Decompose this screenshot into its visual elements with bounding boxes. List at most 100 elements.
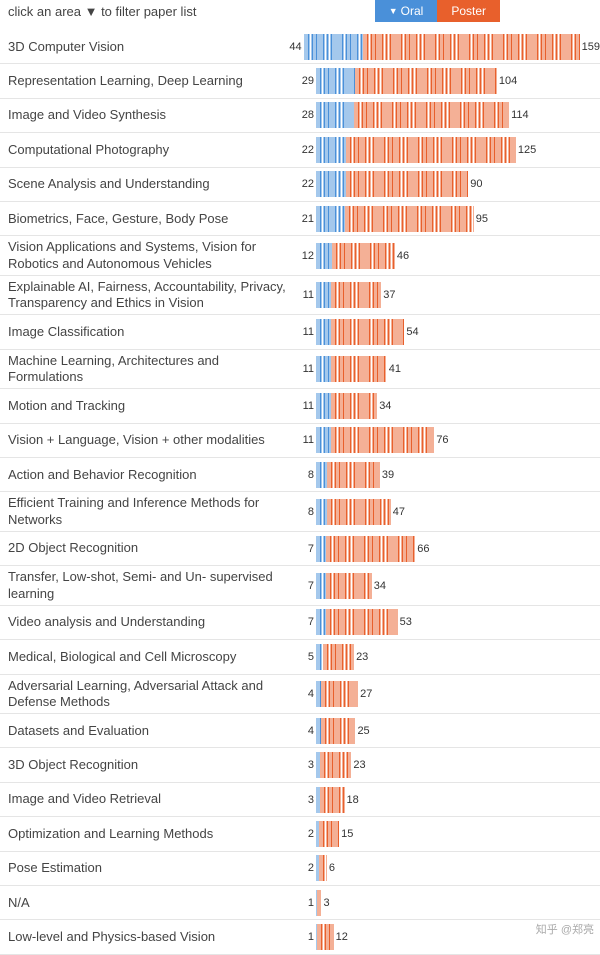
poster-count: 37 — [383, 289, 395, 301]
row-label[interactable]: Scene Analysis and Understanding — [0, 173, 300, 195]
oral-count: 8 — [300, 506, 314, 518]
oral-stripes — [316, 499, 327, 525]
oral-stripes — [316, 609, 326, 635]
poster-stripes — [317, 890, 321, 916]
row-bars: 44 159 — [288, 33, 600, 61]
chart-row: 2D Object Recognition766 — [0, 532, 600, 566]
chart-row: Datasets and Evaluation425 — [0, 714, 600, 748]
row-label[interactable]: Explainable AI, Fairness, Accountability… — [0, 276, 300, 315]
row-label[interactable]: Optimization and Learning Methods — [0, 823, 300, 845]
oral-count: 2 — [300, 828, 314, 840]
chart-row: 3D Computer Vision44 159 — [0, 30, 600, 64]
row-bars: 323 — [300, 751, 600, 779]
poster-stripes — [345, 206, 474, 232]
chart-row: Low-level and Physics-based Vision112 — [0, 920, 600, 954]
chart-row: Image and Video Retrieval318 — [0, 783, 600, 817]
poster-stripes — [320, 752, 351, 778]
row-label[interactable]: 2D Object Recognition — [0, 537, 300, 559]
row-bars: 318 — [300, 786, 600, 814]
legend: ▼ Oral Poster — [375, 0, 500, 22]
chart-row: Optimization and Learning Methods2 15 — [0, 817, 600, 851]
poster-stripes — [327, 499, 391, 525]
legend-poster-button[interactable]: Poster — [437, 0, 500, 22]
oral-count: 11 — [300, 400, 314, 412]
row-label[interactable]: N/A — [0, 892, 300, 914]
oral-count: 4 — [300, 688, 314, 700]
poster-count: 3 — [323, 897, 329, 909]
poster-stripes — [346, 137, 516, 163]
poster-count: 46 — [397, 250, 409, 262]
row-bars: 2 15 — [300, 820, 600, 848]
row-bars: 11 34 — [300, 392, 600, 420]
poster-stripes — [319, 821, 339, 847]
chart-row: Pose Estimation26 — [0, 852, 600, 886]
poster-count: 34 — [379, 400, 391, 412]
row-label[interactable]: Computational Photography — [0, 139, 300, 161]
row-label[interactable]: Low-level and Physics-based Vision — [0, 926, 300, 948]
row-label[interactable]: Transfer, Low-shot, Semi- and Un- superv… — [0, 566, 300, 605]
poster-stripes — [319, 855, 327, 881]
oral-stripes — [316, 137, 346, 163]
row-label[interactable]: Vision + Language, Vision + other modali… — [0, 429, 300, 451]
oral-count: 29 — [300, 75, 314, 87]
row-bars: 2195 — [300, 205, 600, 233]
oral-count: 11 — [300, 434, 314, 446]
row-bars: 847 — [300, 498, 600, 526]
poster-count: 12 — [336, 931, 348, 943]
row-bars: 29104 — [300, 67, 600, 95]
chart-row: Action and Behavior Recognition839 — [0, 458, 600, 492]
row-label[interactable]: Machine Learning, Architectures and Form… — [0, 350, 300, 389]
oral-stripes — [316, 171, 346, 197]
row-label[interactable]: Image and Video Retrieval — [0, 788, 300, 810]
row-label[interactable]: Representation Learning, Deep Learning — [0, 70, 300, 92]
poster-stripes — [331, 356, 387, 382]
row-label[interactable]: Pose Estimation — [0, 857, 300, 879]
chart-row: Motion and Tracking11 34 — [0, 389, 600, 423]
row-bars: 26 — [300, 854, 600, 882]
row-label[interactable]: Image and Video Synthesis — [0, 104, 300, 126]
poster-count: 41 — [389, 363, 401, 375]
chart-row: Efficient Training and Inference Methods… — [0, 492, 600, 532]
oral-stripes — [316, 68, 355, 94]
filter-instruction[interactable]: click an area ▼ to filter paper list — [0, 0, 196, 19]
row-label[interactable]: Biometrics, Face, Gesture, Body Pose — [0, 208, 300, 230]
poster-stripes — [326, 536, 416, 562]
oral-stripes — [316, 573, 326, 599]
poster-count: 53 — [400, 616, 412, 628]
row-label[interactable]: Motion and Tracking — [0, 395, 300, 417]
row-bars: 839 — [300, 461, 600, 489]
poster-stripes — [326, 573, 372, 599]
row-label[interactable]: Vision Applications and Systems, Vision … — [0, 236, 300, 275]
oral-count: 3 — [300, 794, 314, 806]
poster-stripes — [355, 68, 496, 94]
row-label[interactable]: Medical, Biological and Cell Microscopy — [0, 646, 300, 668]
row-label[interactable]: 3D Object Recognition — [0, 754, 300, 776]
row-label[interactable]: Action and Behavior Recognition — [0, 464, 300, 486]
poster-count: 23 — [356, 651, 368, 663]
poster-stripes — [327, 462, 380, 488]
row-label[interactable]: 3D Computer Vision — [0, 36, 288, 58]
header: click an area ▼ to filter paper list ▼ O… — [0, 0, 600, 24]
poster-count: 159 — [582, 41, 600, 53]
oral-stripes — [316, 282, 331, 308]
row-label[interactable]: Video analysis and Understanding — [0, 611, 300, 633]
oral-count: 7 — [300, 580, 314, 592]
chart-row: Biometrics, Face, Gesture, Body Pose2195 — [0, 202, 600, 236]
row-label[interactable]: Adversarial Learning, Adversarial Attack… — [0, 675, 300, 714]
poster-count: 90 — [470, 178, 482, 190]
oral-count: 1 — [300, 897, 314, 909]
oral-stripes — [316, 462, 327, 488]
oral-count: 11 — [300, 326, 314, 338]
oral-stripes — [316, 319, 331, 345]
row-label[interactable]: Image Classification — [0, 321, 300, 343]
poster-count: 15 — [341, 828, 353, 840]
oral-stripes — [316, 243, 332, 269]
oral-count: 44 — [288, 41, 302, 53]
row-bars: 425 — [300, 717, 600, 745]
poster-count: 54 — [406, 326, 418, 338]
poster-stripes — [331, 393, 377, 419]
row-label[interactable]: Datasets and Evaluation — [0, 720, 300, 742]
row-label[interactable]: Efficient Training and Inference Methods… — [0, 492, 300, 531]
oral-count: 21 — [300, 213, 314, 225]
legend-oral-button[interactable]: ▼ Oral — [375, 0, 438, 22]
